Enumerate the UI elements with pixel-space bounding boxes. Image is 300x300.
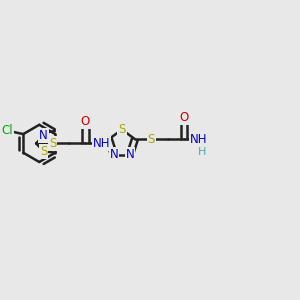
Text: O: O xyxy=(81,115,90,128)
Text: N: N xyxy=(126,148,134,161)
Text: S: S xyxy=(118,123,126,136)
Text: N: N xyxy=(110,148,118,161)
Text: N: N xyxy=(39,129,48,142)
Text: S: S xyxy=(40,145,47,158)
Text: S: S xyxy=(148,133,155,146)
Text: NH: NH xyxy=(190,133,208,146)
Text: Cl: Cl xyxy=(1,124,13,137)
Text: NH: NH xyxy=(93,137,110,150)
Text: S: S xyxy=(49,137,56,150)
Text: O: O xyxy=(179,111,189,124)
Text: H: H xyxy=(198,147,206,157)
